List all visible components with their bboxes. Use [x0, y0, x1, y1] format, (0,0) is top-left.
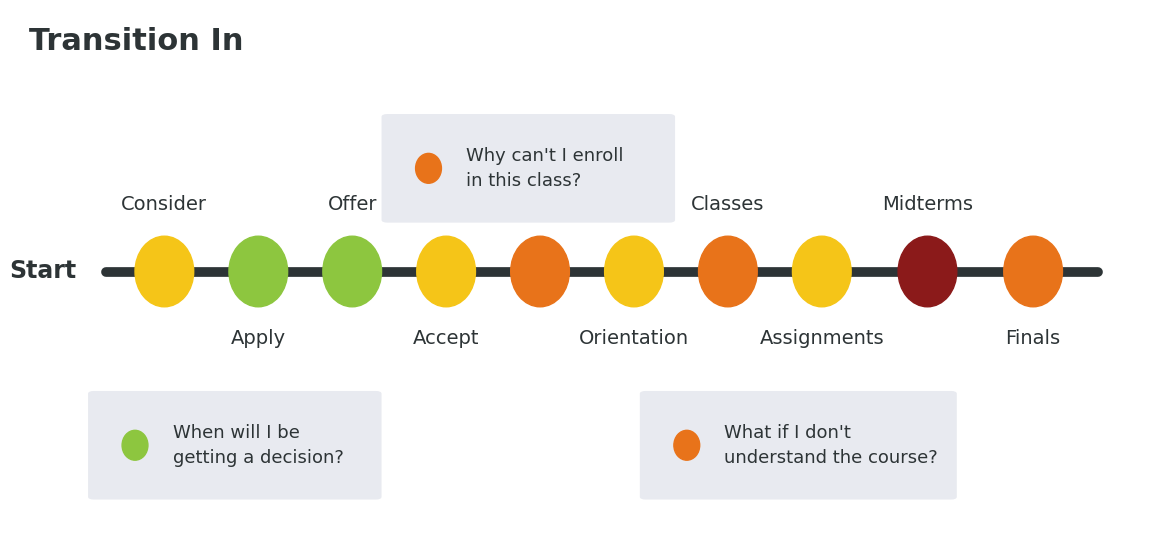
Text: Finals: Finals: [1006, 329, 1060, 348]
Ellipse shape: [417, 236, 475, 307]
Text: Enrolment: Enrolment: [490, 195, 591, 214]
Ellipse shape: [699, 236, 757, 307]
Ellipse shape: [135, 236, 194, 307]
Text: Assignments: Assignments: [760, 329, 884, 348]
Text: Midterms: Midterms: [882, 195, 973, 214]
Ellipse shape: [898, 236, 957, 307]
Text: Start: Start: [9, 260, 76, 283]
Text: Apply: Apply: [231, 329, 285, 348]
Ellipse shape: [229, 236, 288, 307]
Ellipse shape: [1004, 236, 1062, 307]
Text: Why can't I enroll
in this class?: Why can't I enroll in this class?: [466, 147, 623, 190]
Text: When will I be
getting a decision?: When will I be getting a decision?: [173, 424, 344, 467]
Ellipse shape: [323, 236, 382, 307]
Text: Transition In: Transition In: [29, 27, 244, 56]
Text: Orientation: Orientation: [579, 329, 689, 348]
Text: Accept: Accept: [413, 329, 479, 348]
Text: Classes: Classes: [691, 195, 764, 214]
Text: Offer: Offer: [328, 195, 377, 214]
Text: Consider: Consider: [121, 195, 208, 214]
Ellipse shape: [792, 236, 851, 307]
Text: What if I don't
understand the course?: What if I don't understand the course?: [724, 424, 938, 467]
Ellipse shape: [511, 236, 569, 307]
Ellipse shape: [605, 236, 663, 307]
